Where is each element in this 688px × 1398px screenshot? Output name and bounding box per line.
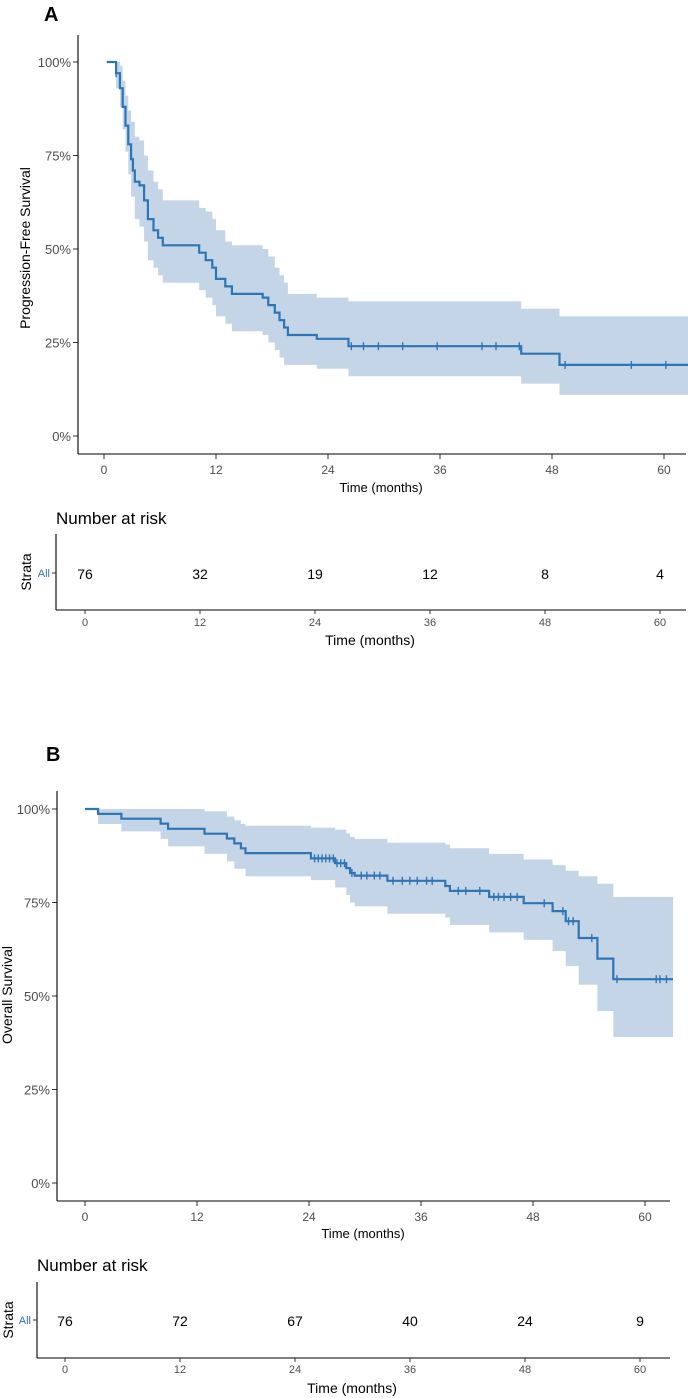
panel-a-x-axis-title: Time (months) [339,480,422,495]
panel-b-risk-count: 9 [636,1313,644,1329]
panel-b-risk-table: Number at risk All Strata 76 72 67 40 24 9 0 1… [0,1256,670,1396]
panel-a-risk-table: Number at risk All Strata 76 32 19 12 8 4 0 12… [18,509,686,648]
panel-a-risk-x-tick-label: 12 [194,617,206,629]
panel-a-risk-x-tick-label: 24 [309,617,321,629]
panel-b-risk-table-title: Number at risk [37,1256,148,1275]
panel-a-y-tick-label: 75% [45,149,71,164]
panel-a-y-axis-title: Progression-Free Survival [17,167,33,329]
panel-a-risk-table-title: Number at risk [56,509,167,528]
panel-b-x-tick-label: 24 [302,1210,316,1224]
panel-b-risk-count: 67 [287,1313,303,1329]
panel-a: A 0%25%50%75%100% 0 12 24 36 48 60 Time (mont… [17,4,688,648]
panel-b-risk-x-tick-label: 60 [634,1364,646,1376]
panel-a-survival-curve [106,60,688,366]
panel-a-y-tick-label: 25% [45,336,71,351]
panel-a-risk-count: 76 [77,566,93,582]
panel-b-risk-count: 72 [172,1313,188,1329]
panel-b-x-tick-label: 48 [526,1210,540,1224]
panel-b-label: B [46,744,60,766]
panel-a-x-tick-label: 36 [433,463,447,477]
panel-b-risk-x-tick-label: 24 [289,1364,301,1376]
panel-b-y-tick-label: 25% [24,1083,50,1098]
panel-b-strata-label: All [19,1315,31,1327]
panel-a-x-tick-label: 60 [657,463,671,477]
panel-b-risk-count: 40 [402,1313,418,1329]
panel-b-y-tick-label: 100% [17,802,51,817]
panel-a-x-tick-label: 24 [321,463,335,477]
panel-a-risk-count: 32 [192,566,208,582]
panel-b-risk-count: 24 [517,1313,533,1329]
panel-a-x-tick-label: 12 [209,463,223,477]
panel-a-x-tick-label: 48 [545,463,559,477]
panel-b-y-axis-title: Overall Survival [0,946,15,1044]
panel-b-x-tick-label: 12 [190,1210,204,1224]
panel-a-confidence-band [106,62,688,395]
panel-a-risk-x-tick-label: 48 [539,617,551,629]
panel-b-confidence-band [85,809,673,1038]
panel-b-km-plot: 0% 25% 50% 75% 100% 0 12 24 36 48 60 Time (months… [0,791,673,1241]
panel-b-risk-x-tick-label: 0 [62,1364,68,1376]
panel-a-risk-x-tick-label: 0 [82,617,88,629]
panel-a-risk-count: 8 [541,566,549,582]
panel-a-risk-count: 4 [656,566,664,582]
panel-a-y-tick-label: 0% [52,429,71,444]
panel-b-x-tick-label: 0 [82,1210,89,1224]
panel-b-x-axis-title: Time (months) [321,1226,404,1241]
panel-a-risk-x-tick-label: 60 [654,617,666,629]
panel-a-strata-axis-title: Strata [18,553,34,591]
panel-a-risk-count: 19 [307,566,323,582]
panel-b-y-tick-label: 75% [24,896,50,911]
panel-a-risk-x-axis-title: Time (months) [325,632,415,648]
panel-a-risk-x-tick-label: 36 [424,617,436,629]
panel-b-risk-x-axis-title: Time (months) [307,1380,397,1396]
panel-b-x-tick-label: 36 [414,1210,428,1224]
panel-a-risk-count: 12 [422,566,438,582]
panel-b-risk-count: 76 [57,1313,73,1329]
panel-b-y-tick-label: 50% [24,989,50,1004]
panel-b-risk-x-tick-label: 48 [519,1364,531,1376]
panel-b-risk-x-tick-label: 12 [174,1364,186,1376]
panel-a-y-tick-label: 100% [38,55,72,70]
panel-b-risk-x-tick-label: 36 [404,1364,416,1376]
panel-b-x-tick-label: 60 [638,1210,652,1224]
panel-a-label: A [44,4,58,26]
panel-a-km-plot: 0% 25% 50% 75% 100% 0 12 24 36 48 60 Time (months… [17,35,688,495]
panel-b-strata-axis-title: Strata [0,1301,16,1339]
panel-a-y-tick-label: 50% [45,242,71,257]
panel-b-y-tick-label: 0% [31,1176,50,1191]
panel-a-strata-label: All [38,568,50,580]
panel-b: B 0% 25% 50% 75% 100% 0 12 24 36 48 60 Time (mont… [0,744,673,1396]
panel-a-x-tick-label: 0 [101,463,108,477]
